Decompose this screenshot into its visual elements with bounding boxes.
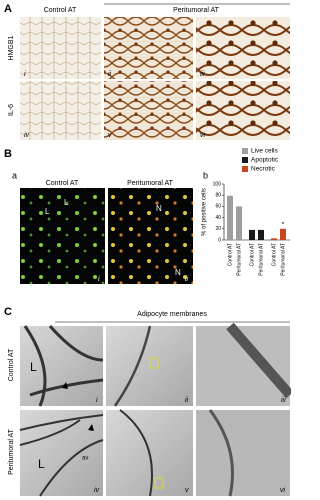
- membrane: [113, 325, 152, 407]
- subpanel-label: a: [12, 170, 17, 180]
- membrane: [119, 409, 153, 497]
- bar: [271, 238, 277, 240]
- numeral: i: [98, 276, 100, 283]
- arrowhead: [62, 382, 68, 389]
- row-label: Peritumoral AT: [8, 428, 15, 474]
- numeral: v: [185, 487, 189, 494]
- numeral: ii: [185, 276, 189, 283]
- legend-label: Apoptotic: [251, 157, 279, 164]
- micrograph: [108, 188, 193, 284]
- micrograph: [196, 17, 290, 79]
- annotation: *: [282, 222, 285, 229]
- micrograph: [196, 410, 290, 496]
- micrograph: [104, 81, 193, 140]
- micrograph: [20, 17, 101, 79]
- panel-title: Adipocyte membranes: [137, 311, 207, 318]
- y-tick-label: 0: [218, 237, 221, 243]
- image-label: L: [38, 457, 45, 471]
- legend-label: Live cells: [251, 148, 278, 155]
- micrograph: [104, 17, 193, 79]
- numeral: v: [108, 132, 112, 139]
- x-tick-label: Control AT: [227, 243, 233, 266]
- figure: A Control AT Peritumoral AT HMGB1 IL-6 i…: [4, 3, 291, 497]
- zoom-box: [154, 477, 164, 489]
- micrograph: [106, 326, 193, 406]
- micrograph: [20, 81, 101, 140]
- column-header: Control AT: [44, 7, 77, 14]
- numeral: ii: [108, 71, 112, 78]
- x-tick-label: Control AT: [249, 243, 255, 266]
- column-header: Peritumoral AT: [127, 180, 173, 187]
- image-label: av: [82, 456, 88, 462]
- image-label: L: [45, 207, 50, 216]
- bar: [258, 229, 264, 240]
- x-tick-label: Peritumoral AT: [280, 243, 286, 276]
- y-tick-label: 20: [215, 226, 221, 232]
- legend-swatch: [242, 157, 248, 163]
- y-tick-label: 80: [215, 193, 221, 199]
- x-tick-label: Peritumoral AT: [258, 243, 264, 276]
- numeral: i: [24, 71, 26, 78]
- numeral: iv: [94, 487, 100, 494]
- row-label: IL-6: [8, 104, 15, 116]
- image-label: N: [156, 204, 162, 213]
- numeral: vi: [200, 132, 206, 139]
- subpanel-label: b: [203, 170, 208, 180]
- row-label: Control AT: [8, 348, 15, 381]
- legend-swatch: [242, 148, 248, 154]
- legend-swatch: [242, 166, 248, 172]
- micrograph: [196, 81, 290, 140]
- row-label: HMGB1: [8, 35, 15, 60]
- membrane: [226, 322, 291, 399]
- image-label: L: [30, 360, 37, 374]
- numeral: iii: [281, 397, 286, 404]
- image-label: N: [175, 268, 181, 277]
- membrane: [208, 409, 234, 497]
- arrowhead: [88, 424, 94, 431]
- legend-label: Necrotic: [251, 166, 276, 173]
- numeral: ii: [185, 397, 189, 404]
- micrograph: [20, 188, 105, 284]
- y-tick-label: 100: [213, 181, 222, 187]
- x-tick-label: Peritumoral AT: [236, 243, 242, 276]
- y-tick-label: 40: [215, 215, 221, 221]
- bar: [249, 229, 255, 240]
- panel-label: A: [4, 3, 12, 15]
- column-header: Peritumoral AT: [173, 7, 219, 14]
- bar-chart: b % of positive cells 0 20 40 60 80 100 Live cel…: [202, 148, 290, 276]
- zoom-box: [149, 357, 159, 369]
- numeral: iv: [24, 132, 30, 139]
- panel-label: C: [4, 306, 12, 318]
- panel-label: B: [4, 148, 12, 160]
- bar: [227, 195, 233, 240]
- membrane: [19, 414, 104, 497]
- y-axis-label: % of positive cells: [202, 188, 208, 236]
- bar: [236, 206, 242, 240]
- column-header: Control AT: [46, 180, 79, 187]
- y-tick-label: 60: [215, 204, 221, 210]
- numeral: i: [96, 397, 98, 404]
- numeral: iii: [200, 71, 205, 78]
- x-tick-label: Control AT: [271, 243, 277, 266]
- image-label: L: [64, 198, 69, 207]
- numeral: vi: [280, 487, 286, 494]
- bar: [280, 228, 286, 240]
- micrograph: [20, 410, 103, 496]
